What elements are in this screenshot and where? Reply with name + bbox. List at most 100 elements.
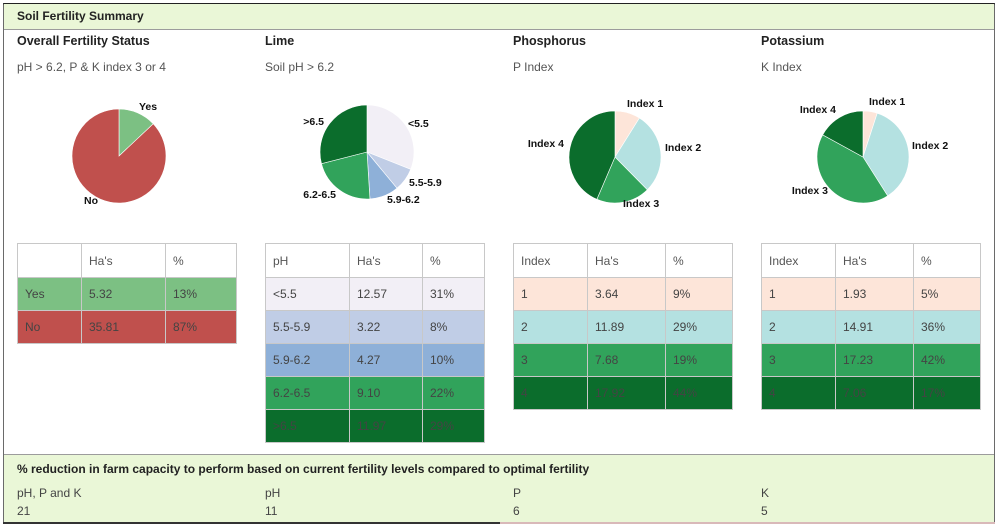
row-pct: 42%: [913, 343, 981, 377]
capacity-reduction-section: % reduction in farm capacity to perform …: [4, 454, 994, 522]
pie-slice: [568, 110, 616, 200]
column-header: Ha's: [587, 243, 666, 278]
panel-title: Soil Fertility Summary: [17, 9, 144, 23]
overall-subtitle: pH > 6.2, P & K index 3 or 4: [17, 60, 166, 74]
reduction-label: pH, P and K: [17, 486, 82, 500]
overall-table: Ha's % Yes 5.32 13% No 35.81 87%: [17, 243, 237, 344]
potassium-column: Potassium K Index: [761, 34, 825, 74]
row-pct: 17%: [913, 376, 981, 410]
pie-slice-label: Index 4: [528, 138, 564, 150]
table-row: 4 17.92 44%: [513, 376, 733, 410]
row-label: 6.2-6.5: [265, 376, 350, 410]
table-row: 5.5-5.9 3.22 8%: [265, 310, 485, 344]
reduction-label: P: [513, 486, 522, 500]
table-row: 2 11.89 29%: [513, 310, 733, 344]
row-label: 3: [513, 343, 588, 377]
potassium-title: Potassium: [761, 34, 825, 48]
table-row: 4 7.06 17%: [761, 376, 981, 410]
pie-slice-label: 5.9-6.2: [387, 194, 420, 206]
column-header: %: [422, 243, 485, 278]
row-pct: 87%: [165, 310, 237, 344]
pie-slice: [71, 108, 167, 204]
column-header: [17, 243, 82, 278]
lime-table: pH Ha's % <5.5 12.57 31% 5.5-5.9 3.22 8% 5.9…: [265, 243, 485, 443]
row-has: 4.27: [349, 343, 423, 377]
row-label: 1: [513, 277, 588, 311]
column-header: %: [913, 243, 981, 278]
table-row: 5.9-6.2 4.27 10%: [265, 343, 485, 377]
row-has: 11.97: [349, 409, 423, 443]
reduction-title: % reduction in farm capacity to perform …: [17, 462, 590, 476]
phosphorus-pie-chart: Index 1 Index 2 Index 3 Index 4: [528, 98, 702, 210]
phosphorus-column: Phosphorus P Index: [513, 34, 586, 74]
row-label: No: [17, 310, 82, 344]
row-label: 4: [513, 376, 588, 410]
row-pct: 9%: [665, 277, 733, 311]
row-label: 4: [761, 376, 836, 410]
pie-slice-label: Index 1: [869, 96, 905, 108]
pie-slice-label: No: [84, 195, 98, 207]
pie-slice-label: Index 3: [623, 198, 659, 210]
row-has: 7.68: [587, 343, 666, 377]
row-label: 3: [761, 343, 836, 377]
lime-subtitle: Soil pH > 6.2: [265, 60, 335, 74]
row-label: 5.5-5.9: [265, 310, 350, 344]
row-has: 17.92: [587, 376, 666, 410]
table-header-row: pH Ha's %: [265, 243, 485, 278]
pie-slice: [319, 104, 368, 165]
lime-title: Lime: [265, 34, 295, 48]
reduction-item-k: K 5: [761, 486, 769, 518]
row-has: 11.89: [587, 310, 666, 344]
table-row: 3 17.23 42%: [761, 343, 981, 377]
pie-slice-label: Index 2: [665, 142, 701, 154]
potassium-subtitle: K Index: [761, 60, 802, 74]
reduction-value: 11: [265, 504, 278, 518]
reduction-label: K: [761, 486, 770, 500]
potassium-pie-chart: Index 1 Index 2 Index 3 Index 4: [792, 96, 948, 204]
pie-slice-label: <5.5: [408, 118, 429, 130]
table-row: 2 14.91 36%: [761, 310, 981, 344]
phosphorus-subtitle: P Index: [513, 60, 554, 74]
panel-header: Soil Fertility Summary: [4, 4, 994, 30]
lime-column: Lime Soil pH > 6.2: [265, 34, 334, 74]
pie-slice: [366, 104, 415, 170]
pie-slice-label: Index 1: [627, 98, 663, 110]
table-header-row: Index Ha's %: [761, 243, 981, 278]
reduction-item-p: P 6: [513, 486, 521, 518]
table-row: >6.5 11.97 29%: [265, 409, 485, 443]
row-has: 14.91: [835, 310, 914, 344]
overall-column: Overall Fertility Status pH > 6.2, P & K…: [17, 34, 166, 74]
row-has: 5.32: [81, 277, 166, 311]
lime-pie-chart: <5.5 5.5-5.9 5.9-6.2 6.2-6.5 >6.5: [303, 104, 442, 206]
pie-slice: [614, 117, 662, 191]
column-header: Ha's: [349, 243, 423, 278]
row-pct: 29%: [422, 409, 485, 443]
potassium-table: Index Ha's % 1 1.93 5% 2 14.91 36% 3 17.23 42%…: [761, 243, 981, 410]
pie-slice: [596, 156, 648, 204]
row-label: 1: [761, 277, 836, 311]
pie-slice: [816, 134, 889, 204]
column-header: Ha's: [81, 243, 166, 278]
row-has: 9.10: [349, 376, 423, 410]
row-has: 1.93: [835, 277, 914, 311]
table-row: 1 3.64 9%: [513, 277, 733, 311]
row-pct: 31%: [422, 277, 485, 311]
pie-slice-label: 6.2-6.5: [303, 189, 336, 201]
table-header-row: Index Ha's %: [513, 243, 733, 278]
row-label: 5.9-6.2: [265, 343, 350, 377]
table-row: 1 1.93 5%: [761, 277, 981, 311]
pie-slice: [862, 112, 910, 197]
reduction-value: 5: [761, 504, 768, 518]
pie-slice-label: Yes: [139, 101, 157, 113]
row-has: 12.57: [349, 277, 423, 311]
row-pct: 5%: [913, 277, 981, 311]
row-label: <5.5: [265, 277, 350, 311]
reduction-item-ph: pH 11: [265, 486, 280, 518]
pie-slice-label: Index 4: [800, 104, 836, 116]
phosphorus-table: Index Ha's % 1 3.64 9% 2 11.89 29% 3 7.68 19% …: [513, 243, 733, 410]
column-header: Ha's: [835, 243, 914, 278]
pie-slice-label: Index 3: [792, 185, 828, 197]
row-has: 7.06: [835, 376, 914, 410]
bottom-divider: [3, 522, 501, 524]
row-label: >6.5: [265, 409, 350, 443]
